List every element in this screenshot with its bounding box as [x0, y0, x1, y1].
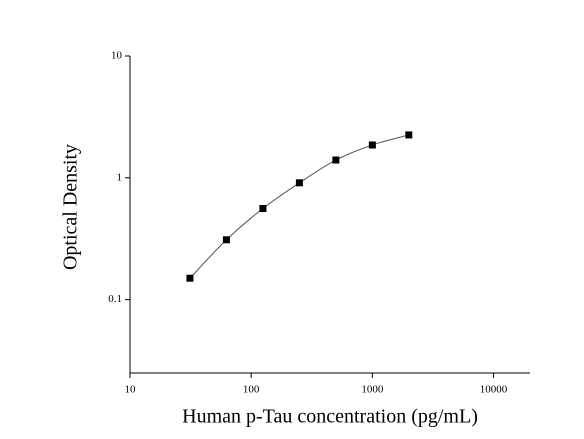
data-point — [259, 205, 267, 213]
y-tick-label: 10 — [111, 50, 123, 62]
y-tick-label: 1 — [117, 171, 123, 183]
data-point — [332, 156, 340, 164]
data-point — [368, 141, 376, 149]
y-tick-label: 0.1 — [108, 293, 122, 305]
x-axis-label: Human p-Tau concentration (pg/mL) — [182, 406, 478, 428]
x-tick-label: 1000 — [361, 384, 384, 396]
data-point — [222, 236, 230, 244]
x-tick-label: 100 — [243, 384, 260, 396]
data-point — [186, 274, 194, 282]
fit-curve — [189, 134, 409, 279]
data-point — [295, 179, 303, 187]
y-axis-label: Optical Density — [60, 144, 82, 270]
x-tick-label: 10 — [125, 384, 137, 396]
x-tick-label: 10000 — [480, 384, 508, 396]
data-point — [405, 131, 413, 139]
